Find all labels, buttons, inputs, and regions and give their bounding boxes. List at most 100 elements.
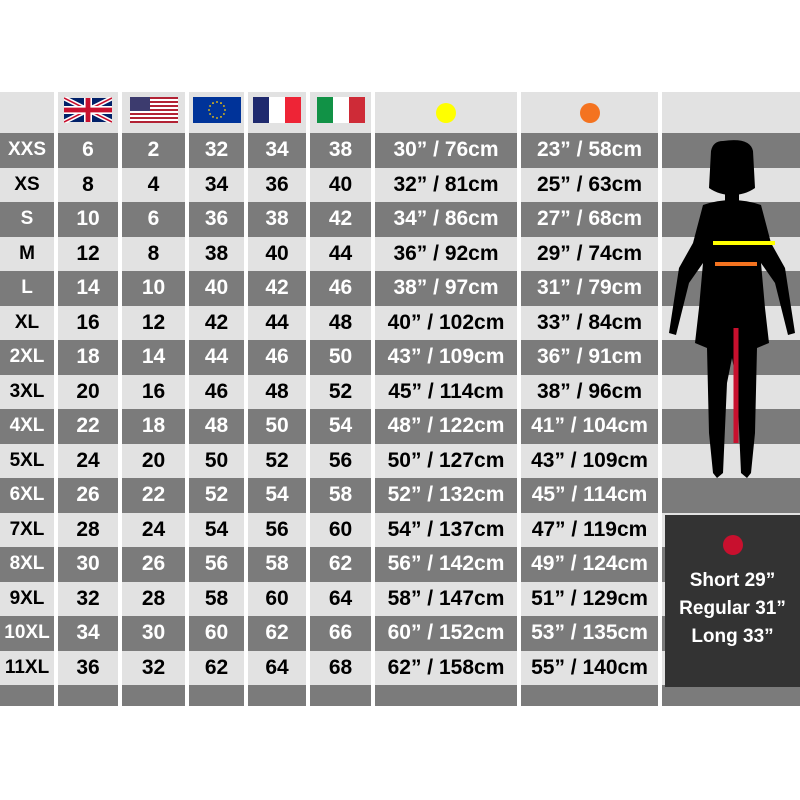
uk-size: 14	[58, 271, 118, 306]
fr-size: 40	[248, 236, 306, 271]
us-size: 24	[122, 512, 185, 547]
hip-measure: 31” / 79cm	[521, 271, 658, 306]
eu-size: 32	[189, 133, 244, 168]
it-size: 52	[310, 374, 371, 409]
us-size: 16	[122, 374, 185, 409]
hip-measure: 23” / 58cm	[521, 133, 658, 168]
it-size: 64	[310, 581, 371, 616]
header-flag	[248, 92, 306, 133]
fr-size: 64	[248, 650, 306, 685]
eu-size: 42	[189, 305, 244, 340]
waist-measure: 38” / 97cm	[375, 271, 517, 306]
footer-strip	[375, 685, 517, 706]
us-size: 18	[122, 409, 185, 444]
eu-size: 62	[189, 650, 244, 685]
fr-size: 34	[248, 133, 306, 168]
footer-strip	[310, 685, 371, 706]
eu-size: 38	[189, 236, 244, 271]
uk-size: 10	[58, 202, 118, 237]
footer-strip	[248, 685, 306, 706]
red-dot-icon	[722, 535, 743, 555]
waist-measure: 58” / 147cm	[375, 581, 517, 616]
fr-size: 50	[248, 409, 306, 444]
uk-size: 26	[58, 478, 118, 513]
us-size: 4	[122, 167, 185, 202]
fr-size: 38	[248, 202, 306, 237]
eu-size: 46	[189, 374, 244, 409]
us-size: 28	[122, 581, 185, 616]
body-silhouette-icon	[669, 140, 795, 478]
fr-size: 62	[248, 616, 306, 651]
hip-measure: 27” / 68cm	[521, 202, 658, 237]
figure-row-bg	[662, 443, 800, 478]
us-size: 12	[122, 305, 185, 340]
us-size: 2	[122, 133, 185, 168]
us-size: 10	[122, 271, 185, 306]
fr-size: 58	[248, 547, 306, 582]
uk-size: 36	[58, 650, 118, 685]
it-size: 48	[310, 305, 371, 340]
size-label: 10XL	[0, 616, 54, 651]
fr-size: 42	[248, 271, 306, 306]
waist-measure: 30” / 76cm	[375, 133, 517, 168]
footer-strip	[58, 685, 118, 706]
us-size: 22	[122, 478, 185, 513]
us-size: 6	[122, 202, 185, 237]
size-label: 11XL	[0, 650, 54, 685]
inseam-regular: Regular 31”	[679, 598, 786, 619]
header-blank	[0, 92, 54, 133]
hip-measure: 41” / 104cm	[521, 409, 658, 444]
hip-measure: 33” / 84cm	[521, 305, 658, 340]
uk-size: 34	[58, 616, 118, 651]
header-flag	[58, 92, 118, 133]
it-size: 58	[310, 478, 371, 513]
it-size: 68	[310, 650, 371, 685]
it-size: 66	[310, 616, 371, 651]
size-chart-table: XXS 6 2 32 34 38 30” / 76cm 23” / 58cm XS 8 4 34 36 4…	[0, 92, 800, 706]
hip-measure: 38” / 96cm	[521, 374, 658, 409]
size-label: 5XL	[0, 443, 54, 478]
eu-size: 58	[189, 581, 244, 616]
us-size: 26	[122, 547, 185, 582]
size-label: XL	[0, 305, 54, 340]
waist-measure: 45” / 114cm	[375, 374, 517, 409]
size-label: 3XL	[0, 374, 54, 409]
waist-measure: 36” / 92cm	[375, 236, 517, 271]
uk-flag-icon	[62, 95, 114, 129]
fr-size: 48	[248, 374, 306, 409]
inseam-long: Long 33”	[691, 626, 774, 647]
waist-measure: 52” / 132cm	[375, 478, 517, 513]
eu-size: 56	[189, 547, 244, 582]
uk-size: 32	[58, 581, 118, 616]
waist-measure: 50” / 127cm	[375, 443, 517, 478]
hip-measure: 25” / 63cm	[521, 167, 658, 202]
uk-size: 22	[58, 409, 118, 444]
footer-strip	[662, 685, 800, 706]
it-size: 46	[310, 271, 371, 306]
size-label: M	[0, 236, 54, 271]
uk-size: 16	[58, 305, 118, 340]
header-measure	[375, 92, 517, 133]
it-size: 56	[310, 443, 371, 478]
us-size: 8	[122, 236, 185, 271]
hip-measure: 55” / 140cm	[521, 650, 658, 685]
uk-size: 28	[58, 512, 118, 547]
header-flag	[122, 92, 185, 133]
eu-size: 34	[189, 167, 244, 202]
eu-size: 36	[189, 202, 244, 237]
uk-size: 8	[58, 167, 118, 202]
waist-measure: 48” / 122cm	[375, 409, 517, 444]
waist-measure: 43” / 109cm	[375, 340, 517, 375]
figure-header	[662, 92, 800, 133]
eu-size: 40	[189, 271, 244, 306]
fr-size: 60	[248, 581, 306, 616]
figure-row-bg	[662, 409, 800, 444]
eu-size: 48	[189, 409, 244, 444]
hip-measure: 49” / 124cm	[521, 547, 658, 582]
waist-measure: 34” / 86cm	[375, 202, 517, 237]
eu-size: 60	[189, 616, 244, 651]
uk-size: 18	[58, 340, 118, 375]
figure-row-bg	[662, 478, 800, 513]
orange-dot-icon	[579, 102, 600, 123]
waist-measure: 56” / 142cm	[375, 547, 517, 582]
